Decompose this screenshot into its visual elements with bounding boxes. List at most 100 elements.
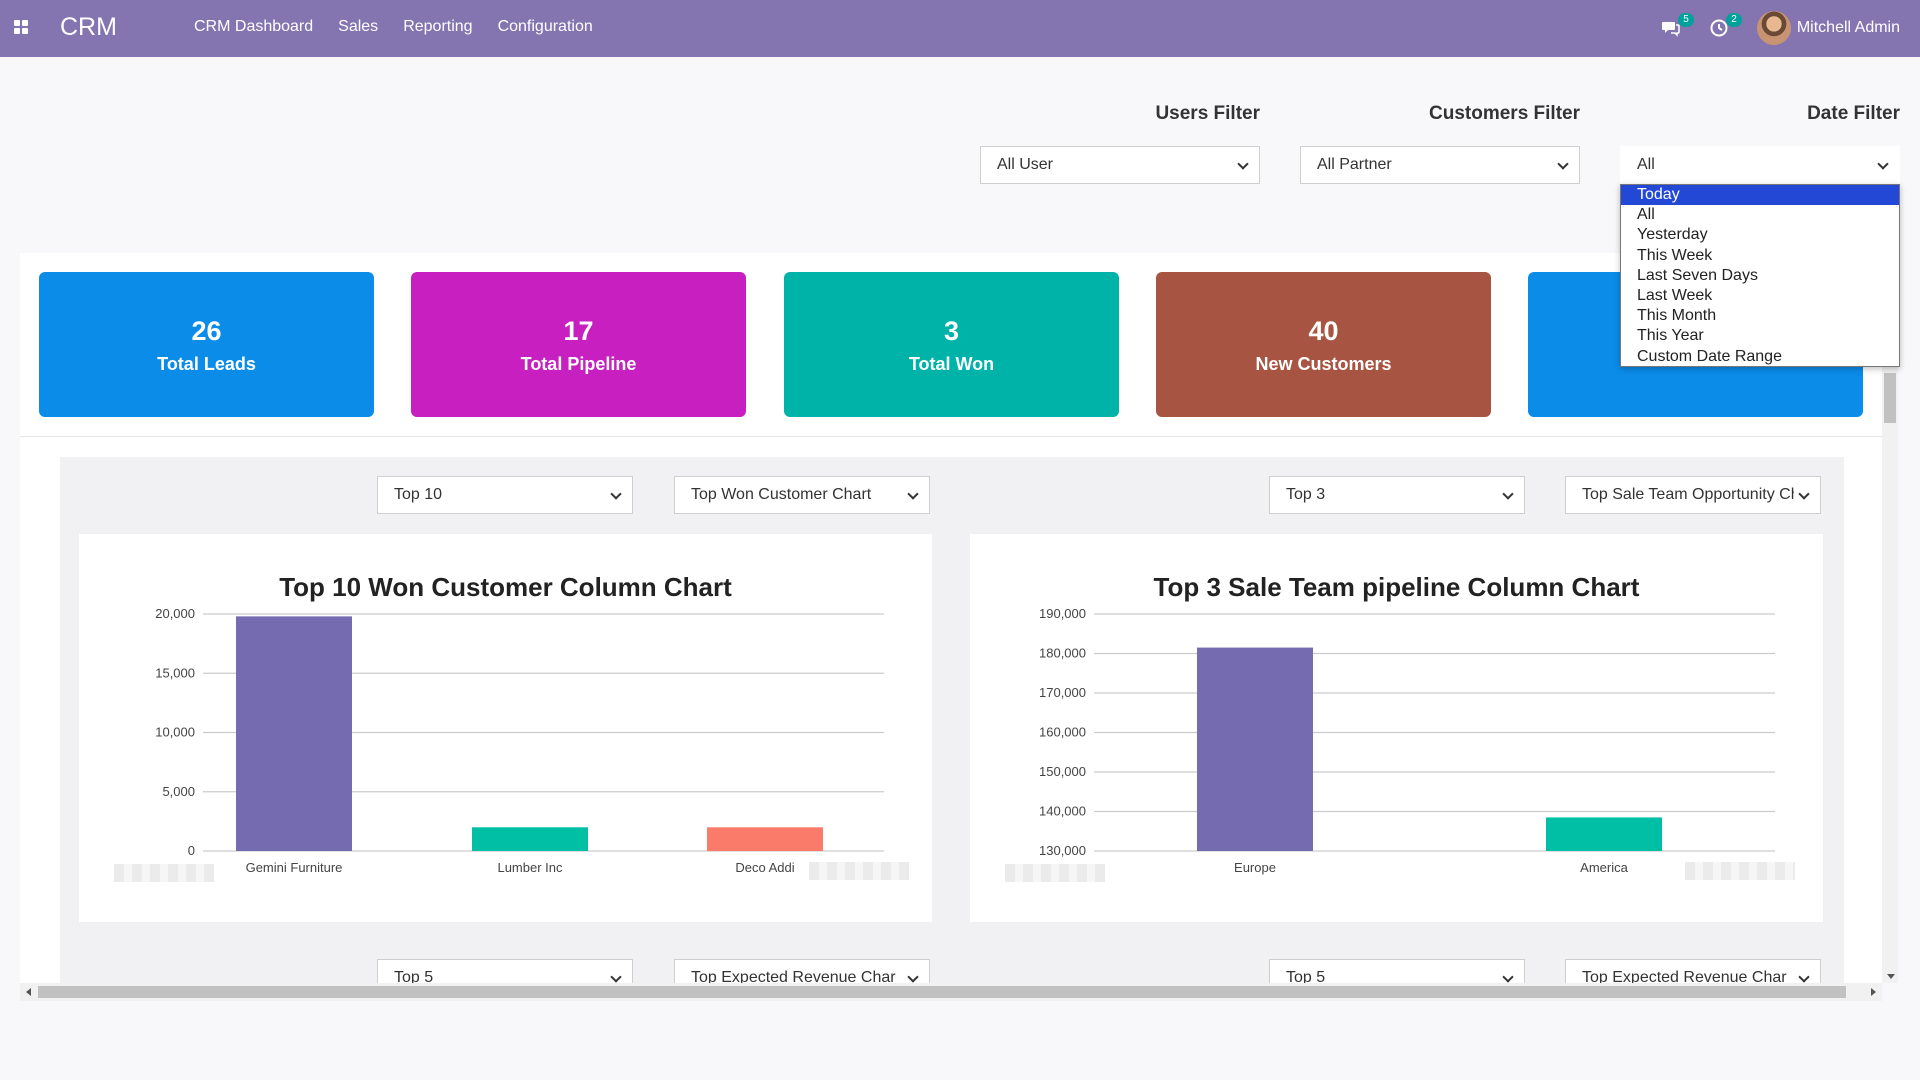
- customers-filter-label: Customers Filter: [1429, 103, 1580, 124]
- kpi-card-total-won[interactable]: 3 Total Won: [784, 272, 1119, 417]
- won-customer-chart-card: Top 10 Won Customer Column Chart 0 5,000 1…: [79, 534, 932, 922]
- clock-icon: [1710, 19, 1728, 37]
- kpi-value: 3: [943, 316, 960, 346]
- y-tick-label: 20,000: [155, 606, 195, 621]
- date-option-this-year[interactable]: This Year: [1637, 327, 1704, 345]
- systray: 5 2 Mitchell Admin: [1661, 10, 1900, 46]
- blurred-label: [114, 864, 214, 882]
- date-option-all[interactable]: All: [1637, 206, 1655, 224]
- blurred-label: [1685, 862, 1795, 880]
- messages-button[interactable]: 5: [1661, 13, 1694, 38]
- bar[interactable]: [1197, 647, 1313, 851]
- bar[interactable]: [472, 827, 588, 851]
- kpi-card-new-customers[interactable]: 40 New Customers: [1156, 272, 1491, 417]
- y-tick-label: 130,000: [1039, 843, 1086, 858]
- chevron-down-icon: [1502, 971, 1514, 983]
- users-filter-label: Users Filter: [1155, 103, 1260, 124]
- avatar[interactable]: [1756, 11, 1791, 45]
- date-filter-label: Date Filter: [1807, 103, 1900, 124]
- y-tick-label: 0: [188, 843, 195, 858]
- horizontal-scrollbar-thumb[interactable]: [38, 986, 1846, 998]
- y-tick-label: 160,000: [1039, 725, 1086, 740]
- scroll-down-arrow-icon[interactable]: [1887, 974, 1895, 979]
- kpi-card-total-pipeline[interactable]: 17 Total Pipeline: [411, 272, 746, 417]
- blurred-label: [1005, 864, 1105, 882]
- date-option-last-week[interactable]: Last Week: [1637, 286, 1713, 304]
- x-tick-label: Deco Addi: [735, 860, 794, 875]
- date-option-this-week[interactable]: This Week: [1637, 246, 1713, 264]
- menu-item-crm-dashboard[interactable]: CRM Dashboard: [194, 18, 314, 35]
- bottom-right-top-n-select[interactable]: Top 5: [1269, 959, 1525, 983]
- date-option-last-seven-days[interactable]: Last Seven Days: [1637, 266, 1758, 284]
- left-top-n-select[interactable]: Top 10: [377, 476, 633, 514]
- app-brand[interactable]: CRM: [60, 13, 117, 41]
- kpi-value: 26: [191, 316, 222, 346]
- right-top-n-value: Top 3: [1286, 486, 1326, 503]
- date-option-this-month[interactable]: This Month: [1637, 307, 1717, 325]
- chevron-down-icon: [1877, 158, 1889, 170]
- kpi-label: New Customers: [1255, 354, 1392, 374]
- activities-count-badge: 2: [1726, 13, 1742, 27]
- bottom-right-chart-type-select[interactable]: Top Expected Revenue Char: [1565, 959, 1821, 983]
- menu-item-sales[interactable]: Sales: [338, 18, 379, 35]
- date-filter-dropdown-list: Today All Yesterday This Week Last Seven…: [1620, 184, 1900, 367]
- y-tick-label: 5,000: [162, 784, 195, 799]
- bottom-left-chart-type-select[interactable]: Top Expected Revenue Char: [674, 959, 930, 983]
- scroll-right-arrow-icon[interactable]: [1871, 988, 1876, 996]
- x-tick-label: Europe: [1234, 860, 1276, 875]
- vertical-scrollbar-thumb[interactable]: [1884, 373, 1896, 423]
- bar[interactable]: [1546, 817, 1662, 851]
- date-option-yesterday[interactable]: Yesterday: [1637, 226, 1708, 244]
- user-menu-name[interactable]: Mitchell Admin: [1796, 19, 1900, 36]
- y-tick-label: 15,000: [155, 665, 195, 680]
- sale-team-bar-chart: 130,000 140,000 150,000 160,000 170,000 180,0…: [1039, 606, 1775, 875]
- date-filter-select[interactable]: All: [1620, 146, 1900, 184]
- kpi-card-total-leads[interactable]: 26 Total Leads: [39, 272, 374, 417]
- vertical-scrollbar[interactable]: [1882, 253, 1898, 983]
- customers-filter-select[interactable]: All Partner: [1300, 146, 1580, 184]
- right-top-n-select[interactable]: Top 3: [1269, 476, 1525, 514]
- bottom-left-top-n-value: Top 5: [394, 969, 434, 983]
- y-tick-label: 10,000: [155, 725, 195, 740]
- menu-item-reporting[interactable]: Reporting: [403, 18, 473, 35]
- date-option-custom-range[interactable]: Custom Date Range: [1637, 347, 1782, 365]
- activities-button[interactable]: 2: [1709, 13, 1742, 38]
- users-filter-value: All User: [997, 156, 1054, 173]
- menu-item-configuration[interactable]: Configuration: [497, 18, 593, 35]
- chevron-down-icon: [1798, 971, 1810, 983]
- date-option-today[interactable]: Today: [1621, 185, 1899, 206]
- chevron-down-icon: [1798, 488, 1810, 500]
- sale-team-chart-card: Top 3 Sale Team pipeline Column Chart 13…: [970, 534, 1823, 922]
- main-menu: CRM Dashboard Sales Reporting Configurat…: [194, 18, 593, 36]
- chart-title: Top 10 Won Customer Column Chart: [279, 572, 732, 602]
- charts-section: Top 10 Top Won Customer Chart Top 3 Top …: [20, 436, 1882, 983]
- y-tick-label: 180,000: [1039, 646, 1086, 661]
- scroll-left-arrow-icon[interactable]: [26, 988, 31, 996]
- date-filter-value: All: [1637, 156, 1655, 173]
- chevron-down-icon: [1237, 158, 1249, 170]
- bottom-left-top-n-select[interactable]: Top 5: [377, 959, 633, 983]
- kpi-label: Total Pipeline: [520, 354, 637, 374]
- left-top-n-value: Top 10: [394, 486, 443, 503]
- left-chart-type-select[interactable]: Top Won Customer Chart: [674, 476, 930, 514]
- kpi-label: Total Leads: [157, 354, 256, 374]
- horizontal-scrollbar[interactable]: [20, 983, 1882, 1001]
- bottom-left-chart-type-value: Top Expected Revenue Char: [691, 969, 896, 983]
- messages-count-badge: 5: [1678, 13, 1694, 27]
- top-navbar: CRM CRM Dashboard Sales Reporting Config…: [0, 0, 1920, 57]
- right-chart-type-select[interactable]: Top Sale Team Opportunity Chart: [1565, 476, 1821, 514]
- apps-menu-icon[interactable]: [14, 20, 28, 34]
- kpi-value: 17: [563, 316, 594, 346]
- bar[interactable]: [707, 827, 823, 851]
- y-tick-label: 140,000: [1039, 804, 1086, 819]
- chat-bubbles-icon: [1661, 22, 1680, 37]
- y-tick-label: 190,000: [1039, 606, 1086, 621]
- bottom-right-top-n-value: Top 5: [1286, 969, 1326, 983]
- bar[interactable]: [236, 616, 352, 851]
- chevron-down-icon: [1557, 158, 1569, 170]
- users-filter-select[interactable]: All User: [980, 146, 1260, 184]
- chevron-down-icon: [610, 971, 622, 983]
- x-tick-label: America: [1580, 860, 1628, 875]
- x-tick-label: Lumber Inc: [497, 860, 563, 875]
- y-tick-label: 170,000: [1039, 685, 1086, 700]
